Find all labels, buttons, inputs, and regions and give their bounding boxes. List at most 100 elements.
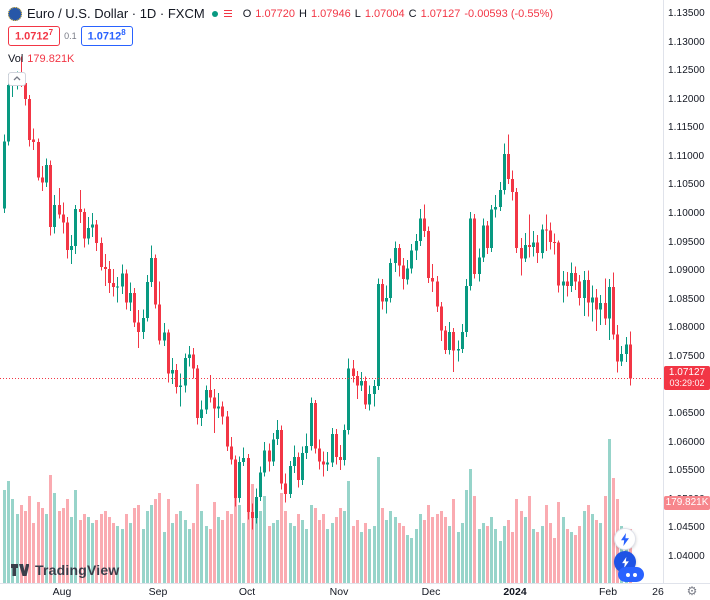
volume-bar: [205, 526, 208, 583]
volume-bar: [53, 493, 56, 583]
candle-body: [133, 292, 136, 323]
volume-bar: [419, 514, 422, 583]
candle-body: [415, 240, 418, 251]
candle-wick: [210, 375, 211, 403]
candle-body: [184, 358, 187, 386]
candle-body: [427, 231, 430, 279]
ohlc-values: O 1.07720 H 1.07946 L 1.07004 C 1.07127 -0.0…: [243, 8, 553, 20]
candle-wick: [33, 128, 34, 150]
buy-button[interactable]: 1.07128: [80, 26, 133, 46]
volume-bar: [599, 523, 602, 583]
candle-body: [557, 242, 560, 286]
candle-body: [377, 283, 380, 387]
price-axis-label: 1.04500: [668, 522, 705, 533]
axis-settings-gear-icon[interactable]: ⚙: [686, 584, 698, 598]
candle-body: [263, 450, 266, 473]
candle-body: [7, 84, 10, 142]
volume-bar: [440, 511, 443, 583]
volume-bar: [604, 496, 607, 583]
volume-bar: [356, 520, 359, 583]
volume-bar: [255, 499, 258, 583]
candle-body: [116, 286, 119, 288]
volume-bar: [272, 523, 275, 583]
volume-bar: [158, 493, 161, 583]
candle-body: [213, 397, 216, 409]
chat-button[interactable]: [618, 567, 644, 582]
tradingview-mark-icon: [11, 563, 29, 576]
sell-button[interactable]: 1.07127: [8, 26, 61, 46]
candle-wick: [458, 340, 459, 362]
volume-bar: [541, 526, 544, 583]
candle-wick: [605, 278, 606, 325]
volume-bar: [381, 508, 384, 583]
candle-body: [511, 179, 514, 192]
volume-bar: [511, 532, 514, 583]
volume-bar: [528, 496, 531, 583]
volume-bar: [549, 523, 552, 583]
chart-legend: Euro / U.S. Dollar · 1D · FXCM O 1.07720 …: [8, 6, 553, 86]
candle-body: [121, 273, 124, 287]
volume-bar: [108, 517, 111, 583]
candle-body: [587, 279, 590, 303]
candle-body: [301, 453, 304, 480]
volume-bar: [486, 526, 489, 583]
volume-bar: [16, 514, 19, 583]
price-axis-label: 1.09500: [668, 237, 705, 248]
candle-body: [255, 497, 258, 519]
volume-bar: [263, 496, 266, 583]
candle-body: [612, 287, 615, 335]
price-axis-label: 1.13000: [668, 37, 705, 48]
candle-body: [436, 281, 439, 307]
volume-bar: [520, 511, 523, 583]
candle-body: [293, 457, 296, 467]
dot-icon: [632, 572, 637, 577]
volume-bar: [289, 523, 292, 583]
time-axis[interactable]: Aug Sep Oct Nov Dec 2024 Feb 26: [0, 585, 664, 600]
candle-body: [276, 430, 279, 440]
high-label: H: [299, 7, 307, 20]
volume-bar: [318, 520, 321, 583]
volume-bar: [230, 514, 233, 583]
price-axis[interactable]: 1.13500 1.13000 1.12500 1.12000 1.11500 1.110…: [664, 0, 710, 583]
candle-body: [297, 457, 300, 480]
volume-bar: [343, 511, 346, 583]
candle-body: [339, 457, 342, 460]
volume-bar: [200, 511, 203, 583]
quick-trade-button[interactable]: [614, 528, 636, 550]
volume-bar: [394, 517, 397, 583]
candle-body: [150, 258, 153, 283]
candle-body: [41, 177, 44, 183]
volume-bar: [524, 517, 527, 583]
candle-body: [238, 462, 241, 499]
candle-body: [91, 224, 94, 228]
candle-body: [423, 218, 426, 232]
volume-bar: [192, 523, 195, 583]
candle-body: [541, 229, 544, 253]
candle-body: [87, 227, 90, 239]
candle-wick: [117, 276, 118, 303]
collapse-legend-button[interactable]: [8, 71, 26, 86]
candle-body: [457, 348, 460, 351]
volume-bar: [213, 502, 216, 583]
candle-body: [268, 450, 271, 462]
volume-bar: [62, 508, 65, 583]
volume-bar: [339, 508, 342, 583]
time-axis-label: Sep: [148, 586, 168, 598]
candle-wick: [592, 285, 593, 322]
candle-wick: [105, 254, 106, 287]
time-axis-label: Nov: [329, 586, 349, 598]
price-axis-label: 1.05500: [668, 465, 705, 476]
tradingview-logo-text: TradingView: [35, 562, 120, 578]
price-axis-label: 1.07500: [668, 351, 705, 362]
symbol-title[interactable]: Euro / U.S. Dollar · 1D · FXCM: [27, 6, 205, 21]
volume-bar: [398, 523, 401, 583]
volume-bar: [32, 523, 35, 583]
candle-body: [469, 218, 472, 286]
volume-bar: [268, 526, 271, 583]
candle-body: [100, 243, 103, 268]
candle-wick: [546, 214, 547, 252]
volume-bar: [104, 511, 107, 583]
legend-menu-icon[interactable]: [223, 9, 232, 18]
tradingview-logo[interactable]: TradingView: [10, 562, 119, 578]
